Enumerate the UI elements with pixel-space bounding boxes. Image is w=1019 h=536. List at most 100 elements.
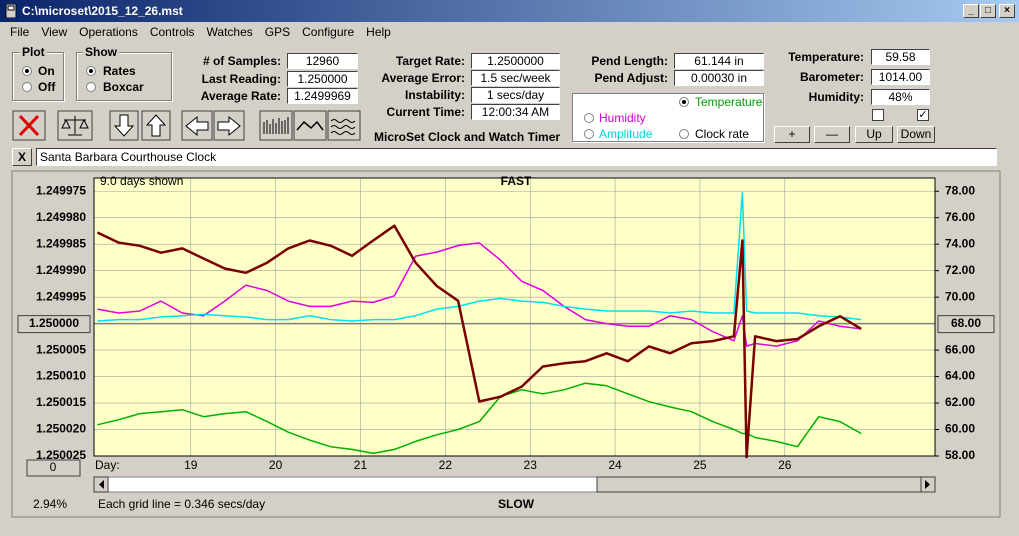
menu-item[interactable]: Watches	[206, 25, 253, 39]
toolbar	[12, 110, 361, 141]
x-tick-label: 21	[354, 458, 368, 472]
plot-border	[93, 177, 936, 457]
close-button[interactable]: ×	[999, 4, 1015, 18]
radio[interactable]	[584, 129, 594, 139]
checkbox[interactable]	[872, 109, 884, 121]
field-label: Last Reading:	[201, 71, 281, 86]
offset-value: 0	[50, 460, 57, 474]
menu-item[interactable]: File	[10, 25, 30, 39]
y-tick-label: 1.249980	[36, 210, 86, 224]
x-axis-label: Day:	[95, 458, 120, 472]
menu-item[interactable]: Configure	[302, 25, 355, 39]
reference-box	[17, 315, 91, 334]
x-tick-label: 26	[778, 458, 792, 472]
menu-item[interactable]: GPS	[264, 25, 291, 39]
radio[interactable]	[86, 66, 96, 76]
scroll-left-arrow	[99, 480, 104, 489]
field-value[interactable]: 1.2500000	[471, 53, 560, 69]
menu-item[interactable]: Controls	[149, 25, 195, 39]
series-line	[97, 191, 862, 322]
field-label: Barometer:	[799, 70, 864, 84]
y-tick-label: 1.249990	[36, 263, 86, 277]
series-selector	[572, 93, 764, 142]
close-clock-button[interactable]: X	[12, 148, 32, 166]
field-label: Current Time:	[386, 105, 465, 119]
y2-reference-label: 68.00	[951, 316, 981, 330]
field-value[interactable]: 1.5 sec/week	[471, 70, 560, 86]
bars-button[interactable]	[259, 110, 293, 141]
menu-item[interactable]: Operations	[79, 25, 138, 39]
radio-label[interactable]: Amplitude	[599, 127, 653, 141]
field-value[interactable]: 61.144 in	[674, 53, 764, 69]
button[interactable]: Down	[897, 126, 935, 143]
field-label: Pend Adjust:	[594, 71, 668, 85]
y2-tick-label: 78.00	[945, 183, 975, 197]
field-label: # of Samples:	[202, 54, 281, 68]
radio[interactable]	[86, 82, 96, 92]
button[interactable]: +	[774, 126, 810, 143]
x-tick-label: 20	[269, 458, 283, 472]
x-tick-label: 23	[524, 458, 538, 472]
scroll-right-arrow	[925, 480, 930, 489]
radio[interactable]	[679, 129, 689, 139]
wave-button[interactable]	[327, 110, 361, 141]
days-shown: 9.0 days shown	[100, 174, 183, 188]
x-tick-label: 22	[439, 458, 453, 472]
radio[interactable]	[679, 97, 689, 107]
show-group	[76, 52, 172, 101]
field-value[interactable]: 59.58	[871, 49, 930, 65]
radio-label[interactable]: On	[38, 64, 55, 78]
fast-label: FAST	[501, 174, 532, 188]
field-value[interactable]: 0.00030 in	[674, 70, 764, 86]
radio-label[interactable]: Boxcar	[103, 80, 144, 94]
radio-label[interactable]: Rates	[103, 64, 136, 78]
checkbox[interactable]: ✓	[917, 109, 929, 121]
chart: 1.249975 1.249980 1.249985 1.249990 1.249995…	[11, 170, 1001, 518]
x-tick-label: 24	[608, 458, 622, 472]
field-value[interactable]: 12:00:34 AM	[471, 104, 560, 120]
field-value[interactable]: 48%	[871, 89, 930, 105]
radio-label[interactable]: Humidity	[599, 111, 646, 125]
y-tick-label: 1.250025	[36, 448, 86, 462]
menu-item[interactable]: Help	[366, 25, 391, 39]
left-button[interactable]	[181, 110, 213, 141]
down-button[interactable]	[109, 110, 139, 141]
x-tick-label: 19	[184, 458, 198, 472]
clear-button[interactable]	[12, 110, 46, 141]
line-button[interactable]	[293, 110, 327, 141]
clock-name-field[interactable]: Santa Barbara Courthouse Clock	[36, 148, 997, 166]
field-label: Humidity:	[808, 90, 864, 104]
field-value[interactable]: 1.250000	[287, 70, 358, 87]
field-value[interactable]: 12960	[287, 53, 358, 69]
field-value[interactable]: 1 secs/day	[471, 87, 560, 103]
radio-label[interactable]: Clock rate	[695, 127, 750, 141]
status: 2.94%	[33, 497, 67, 511]
field-label: Target Rate:	[395, 54, 465, 68]
menu-item[interactable]: View	[41, 25, 68, 39]
reference-label: 1.250000	[29, 316, 79, 330]
up-button[interactable]	[141, 110, 171, 141]
right-button[interactable]	[213, 110, 245, 141]
y2-tick-label: 64.00	[945, 369, 975, 383]
group-title: Plot	[20, 45, 47, 59]
field-value[interactable]: 1014.00	[871, 69, 930, 85]
radio-label[interactable]: Off	[38, 80, 56, 94]
field-value[interactable]: 1.2499969	[287, 88, 358, 104]
radio[interactable]	[22, 66, 32, 76]
maximize-button[interactable]: □	[980, 4, 996, 18]
y2-tick-label: 76.00	[945, 210, 975, 224]
radio[interactable]	[22, 82, 32, 92]
y2-tick-label: 74.00	[945, 236, 975, 250]
radio[interactable]	[584, 113, 594, 123]
window-title: C:\microset\2015_12_26.mst	[22, 4, 183, 18]
button[interactable]: —	[814, 126, 850, 143]
minimize-button[interactable]: _	[963, 4, 979, 18]
y-tick-label: 1.250010	[36, 369, 86, 383]
radio-label[interactable]: Temperature	[695, 95, 763, 109]
field-label: Average Rate:	[200, 89, 281, 103]
button[interactable]: Up	[855, 126, 893, 143]
y2-tick-label: 72.00	[945, 263, 975, 277]
panel-title: MicroSet Clock and Watch Timer	[374, 130, 561, 144]
scale-button[interactable]	[57, 110, 93, 141]
